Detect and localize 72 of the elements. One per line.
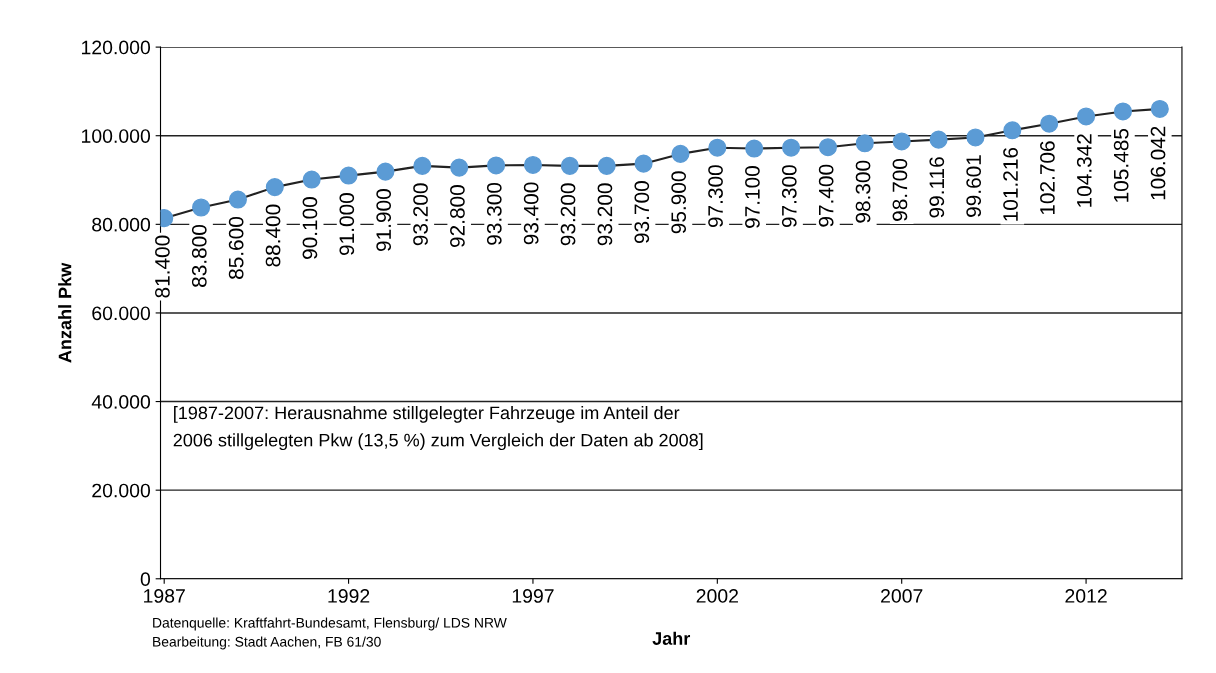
point [265,178,284,197]
data-label: 81.400 [155,235,170,298]
data-label: 98.300 [855,160,871,223]
annotation: [1987-2007: Herausnahme stillgelegter Fahrzeuge im Anteil der 2006 stillgelegten Pkw (13,5 %) zum Vergleich der Daten ab 2008] [173,405,703,451]
x-axis-title: Jahr [652,631,691,645]
x-tick-label: 2012 [1065,589,1107,603]
point [818,138,837,157]
data-label: 88.400 [265,204,281,267]
data-label: 106.042 [1150,126,1166,200]
y-axis-title: Anzahl Pkw [58,262,72,363]
point [192,198,211,217]
data-label: 95.900 [671,171,687,234]
y-tick-label: 20.000 [92,483,151,498]
data-label: 99.116 [929,157,945,218]
data-label: 91.000 [339,193,355,255]
y-tick-label: 100.000 [81,129,151,143]
point [708,138,727,157]
point [1040,114,1059,133]
x-tick-label: 2002 [696,589,738,603]
data-label: 105.485 [1113,128,1129,202]
y-tick-label: 0 [140,572,151,587]
point [1003,121,1022,140]
data-label: 93.400 [523,182,539,245]
point [929,130,948,149]
point [745,139,764,158]
data-label: 93.200 [413,183,428,246]
data-label: 93.200 [597,183,613,246]
point [855,134,874,153]
y-tick-label: 80.000 [92,217,151,232]
data-label: 92.800 [450,185,465,248]
point [1113,102,1132,121]
point [671,144,690,163]
point [413,156,432,175]
point [892,132,911,151]
data-label: 83.800 [191,224,207,287]
data-label: 85.600 [228,217,244,279]
point [1150,99,1169,118]
data-label: 93.700 [634,181,650,244]
data-label: 98.700 [892,158,908,221]
data-label: 91.900 [376,189,392,252]
point [450,158,469,177]
x-tick-label: 1997 [512,589,554,603]
data-label: 102.706 [1040,141,1055,215]
point [339,166,358,185]
point [560,156,579,175]
text: Datenquelle: Kraftfahrt-Bundesamt, Flensburg/ LDS NRW Bearbeitung: Stadt Aachen, FB 61/30 [153,617,507,650]
data-label: 90.100 [302,197,318,259]
point [1077,107,1096,126]
point [782,138,801,157]
point [523,155,542,174]
point [487,156,506,175]
x-tick-label: 2007 [881,589,923,603]
data-label: 97.100 [745,166,760,228]
point [376,162,395,181]
y-tick-label: 120.000 [81,40,151,55]
data-label: 97.400 [818,164,834,227]
y-tick-label: 40.000 [91,395,151,409]
x-tick-label: 1987 [144,589,185,603]
data-label: 101.216 [1003,147,1018,221]
x-tick-label: 1992 [328,589,370,603]
y-tick-label: 60.000 [92,306,151,321]
data-label: 93.300 [486,182,502,245]
data-label: 97.300 [708,165,723,228]
data-label: 93.200 [560,183,576,246]
data-label: 99.601 [966,155,982,217]
point [597,156,616,175]
point [228,190,247,209]
point [634,154,653,173]
point [302,170,321,189]
data-label: 97.300 [781,165,797,228]
point [966,128,985,147]
data-label: 104.342 [1076,134,1092,207]
